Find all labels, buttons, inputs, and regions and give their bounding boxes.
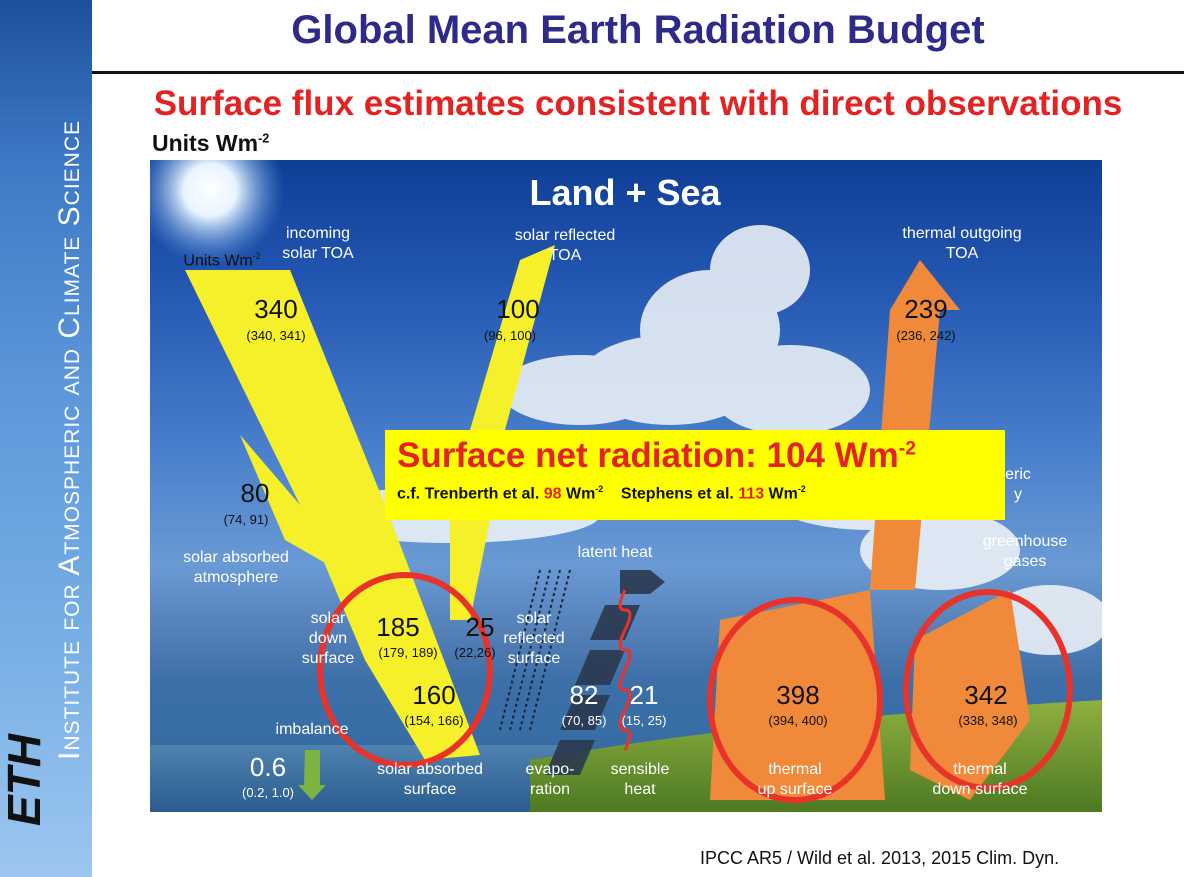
institute-name: Institute for Atmospheric and Climate Sc… xyxy=(53,119,86,761)
units-small: Units Wm-2 xyxy=(183,251,261,270)
thermal-down-arrow xyxy=(910,590,1030,800)
sensible-heat-label: sensible heat xyxy=(610,761,670,798)
eth-logo: ETH xyxy=(6,733,50,826)
diagram-heading: Land + Sea xyxy=(529,172,721,213)
thermal-outgoing-value: 239 xyxy=(904,294,948,324)
thermal-outgoing-label: thermal outgoing TOA xyxy=(902,225,1022,262)
citation: IPCC AR5 / Wild et al. 2013, 2015 Clim. … xyxy=(700,848,1060,868)
thermal-down-range: (338, 348) xyxy=(958,713,1018,728)
title-divider xyxy=(92,71,1184,74)
sensible-heat-spiral xyxy=(618,589,632,751)
solar-down-surface-arrow xyxy=(300,505,480,760)
thermal-outgoing-range: (236, 242) xyxy=(896,328,956,343)
thermal-down-value: 342 xyxy=(964,680,1008,710)
atmosphere-absorbed-range: (74, 91) xyxy=(223,512,269,527)
solar-reflected-surface-range: (22,26) xyxy=(454,645,496,660)
imbalance-value: 0.6 xyxy=(249,752,287,782)
solar-down-surface-range: (179, 189) xyxy=(378,645,438,660)
evaporation-label: evapo-ration xyxy=(525,761,575,798)
circle-thermal-down xyxy=(903,589,1073,791)
solar-reflected-toa-arrow xyxy=(470,245,555,430)
incoming-solar-range: (340, 341) xyxy=(246,328,306,343)
solar-reflected-toa-value: 100 xyxy=(496,294,540,324)
page-title: Global Mean Earth Radiation Budget xyxy=(291,8,985,52)
comparison-note: c.f. Trenberth et al. 98 Wm-2 Stephens e… xyxy=(397,484,806,503)
solar-reflected-surface-label: solar reflected surface xyxy=(503,610,565,667)
evaporation-value: 82 xyxy=(569,680,599,710)
imbalance-range: (0.2, 1.0) xyxy=(241,785,295,800)
atmosphere-absorbed-value: 80 xyxy=(240,478,270,508)
thermal-down-label: thermal down surface xyxy=(932,761,1028,798)
incoming-solar-value: 340 xyxy=(254,294,298,324)
thermal-up-range: (394, 400) xyxy=(768,713,828,728)
solar-incoming-arrow xyxy=(185,270,385,505)
atmosphere-absorbed-label: solar absorbed atmosphere xyxy=(183,549,289,586)
sidebar: Institute for Atmospheric and Climate Sc… xyxy=(0,0,92,877)
atmospheric-partial-label: eric y xyxy=(1005,466,1031,503)
svg-text:ETH: ETH xyxy=(6,733,50,826)
circle-solar-absorbed xyxy=(317,572,493,768)
subtitle: Surface flux estimates consistent with d… xyxy=(153,84,1123,123)
incoming-solar-label: incoming solar TOA xyxy=(282,225,354,262)
imbalance-arrow xyxy=(298,750,326,800)
solar-absorbed-surface-range: (154, 166) xyxy=(404,713,464,728)
sun-icon xyxy=(150,160,285,265)
sea-shape xyxy=(150,745,570,812)
solar-reflected-toa-range: (96, 100) xyxy=(483,328,537,343)
thermal-up-value: 398 xyxy=(776,680,820,710)
units-heading: Units Wm-2 xyxy=(152,130,270,156)
solar-down-surface-label: solar down surface xyxy=(301,610,355,667)
surface-net-radiation-title: Surface net radiation: 104 Wm-2 xyxy=(397,436,916,475)
solar-down-surface-value: 185 xyxy=(376,612,420,642)
thermal-up-arrow xyxy=(710,590,885,800)
radiation-budget-diagram: Land + Sea Units Wm-2 incoming solar TOA … xyxy=(150,160,1102,812)
sensible-heat-value: 21 xyxy=(629,680,659,710)
greenhouse-label: greenhouse gases xyxy=(982,533,1068,570)
trenberth-value: 98 xyxy=(543,485,562,503)
thermal-up-label: thermal up surface xyxy=(757,761,833,798)
stephens-value: 113 xyxy=(738,485,765,503)
latent-heat-arrow xyxy=(545,570,665,775)
latent-heat-label: latent heat xyxy=(577,544,653,561)
solar-reflected-toa-label: solar reflected TOA xyxy=(514,227,616,264)
surface-net-radiation-box: Surface net radiation: 104 Wm-2 c.f. Tre… xyxy=(385,430,1005,520)
evaporation-range: (70, 85) xyxy=(561,713,607,728)
solar-reflected-surface-value: 25 xyxy=(465,612,495,642)
imbalance-label: imbalance xyxy=(275,721,349,738)
circle-thermal-up xyxy=(707,597,883,803)
solar-absorbed-surface-label: solar absorbed surface xyxy=(377,761,483,798)
solar-absorbed-surface-value: 160 xyxy=(412,680,456,710)
sensible-heat-range: (15, 25) xyxy=(621,713,667,728)
